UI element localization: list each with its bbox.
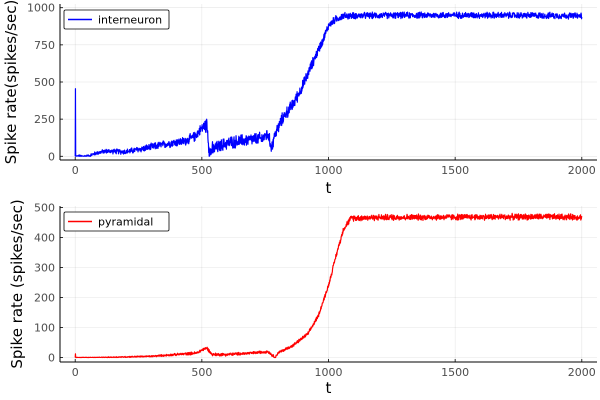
y-axis-label: Spike rate(spikes/sec) xyxy=(2,0,20,164)
x-tick-label: 0 xyxy=(72,366,79,379)
legend-label: pyramidal xyxy=(98,216,153,229)
x-tick-label: 500 xyxy=(191,164,212,177)
x-tick-label: 1500 xyxy=(441,164,469,177)
x-tick-label: 0 xyxy=(72,164,79,177)
x-tick-label: 500 xyxy=(191,366,212,379)
y-tick-label: 300 xyxy=(34,262,55,275)
y-tick-label: 500 xyxy=(34,76,55,89)
y-tick-label: 500 xyxy=(34,202,55,215)
y-tick-label: 250 xyxy=(34,113,55,126)
chart-panel-1: 0 500 1000 1500 2000 0 250 500 750 1000 t Spike rat… xyxy=(2,0,597,197)
y-tick-label: 200 xyxy=(34,292,55,305)
y-tick-label: 1000 xyxy=(27,2,55,15)
legend: interneuron xyxy=(63,9,170,30)
y-tick-label: 0 xyxy=(48,352,55,365)
series-line-interneuron xyxy=(74,11,583,157)
x-axis-label: t xyxy=(326,379,332,397)
legend-label: interneuron xyxy=(98,14,162,27)
y-tick-label: 0 xyxy=(48,150,55,163)
x-axis-label: t xyxy=(326,179,332,197)
legend-box xyxy=(63,9,170,30)
x-tick-label: 2000 xyxy=(568,164,596,177)
legend-box xyxy=(63,211,170,232)
x-tick-label: 1000 xyxy=(315,164,343,177)
y-tick-label: 400 xyxy=(34,232,55,245)
series-line-pyramidal xyxy=(74,212,583,359)
x-tick-label: 1000 xyxy=(315,366,343,379)
y-tick-label: 100 xyxy=(34,322,55,335)
y-tick-label: 750 xyxy=(34,39,55,52)
x-tick-label: 2000 xyxy=(568,366,596,379)
x-tick-label: 1500 xyxy=(441,366,469,379)
chart-panel-2: 0 500 1000 1500 2000 0 100 200 300 400 500 t Spike r… xyxy=(8,199,597,397)
legend: pyramidal xyxy=(63,211,170,232)
y-axis-label: Spike rate (spikes/sec) xyxy=(8,199,26,368)
